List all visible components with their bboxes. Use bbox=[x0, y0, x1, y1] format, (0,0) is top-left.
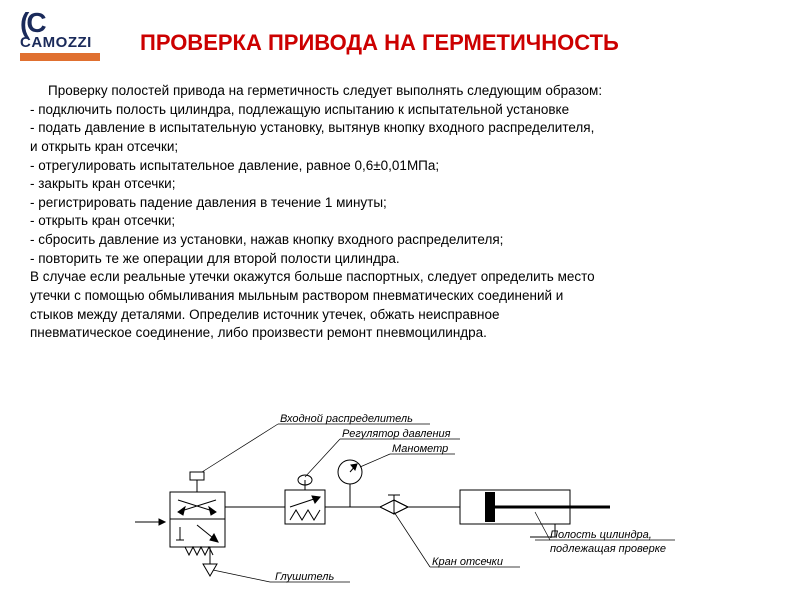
bullet-2a: - подать давление в испытательную устано… bbox=[30, 119, 780, 138]
logo-mark: (C bbox=[20, 12, 100, 34]
label-silencer: Глушитель bbox=[275, 571, 334, 583]
logo-bar bbox=[20, 53, 100, 61]
bullet-3: - отрегулировать испытательное давление,… bbox=[30, 157, 780, 176]
para-2: утечки с помощью обмыливания мыльным рас… bbox=[30, 287, 780, 306]
bullet-4: - закрыть кран отсечки; bbox=[30, 175, 780, 194]
bullet-8: - повторить те же операции для второй по… bbox=[30, 250, 780, 269]
bullet-2b: и открыть кран отсечки; bbox=[30, 138, 780, 157]
label-input-dist: Входной распределитель bbox=[280, 413, 413, 425]
para-4: пневматическое соединение, либо произвес… bbox=[30, 324, 780, 343]
pneumatic-diagram: Входной распределитель Регулятор давлени… bbox=[130, 412, 690, 592]
para-3: стыков между деталями. Определив источни… bbox=[30, 306, 780, 325]
label-manometer: Манометр bbox=[392, 443, 448, 455]
page-title: ПРОВЕРКА ПРИВОДА НА ГЕРМЕТИЧНОСТЬ bbox=[140, 30, 619, 56]
label-cavity1: Полость цилиндра, bbox=[550, 529, 652, 541]
label-cavity2: подлежащая проверке bbox=[550, 543, 666, 555]
label-regulator: Регулятор давления bbox=[342, 428, 451, 440]
brand-logo: (C CAMOZZI bbox=[20, 12, 100, 61]
body-text: Проверку полостей привода на герметичнос… bbox=[30, 82, 780, 343]
bullet-7: - сбросить давление из установки, нажав … bbox=[30, 231, 780, 250]
logo-text: CAMOZZI bbox=[20, 34, 100, 51]
bullet-6: - открыть кран отсечки; bbox=[30, 212, 780, 231]
para-1: В случае если реальные утечки окажутся б… bbox=[30, 268, 780, 287]
bullet-5: - регистрировать падение давления в тече… bbox=[30, 194, 780, 213]
label-cutoff: Кран отсечки bbox=[432, 556, 503, 568]
intro-line: Проверку полостей привода на герметичнос… bbox=[30, 82, 780, 101]
bullet-1: - подключить полость цилиндра, подлежащу… bbox=[30, 101, 780, 120]
